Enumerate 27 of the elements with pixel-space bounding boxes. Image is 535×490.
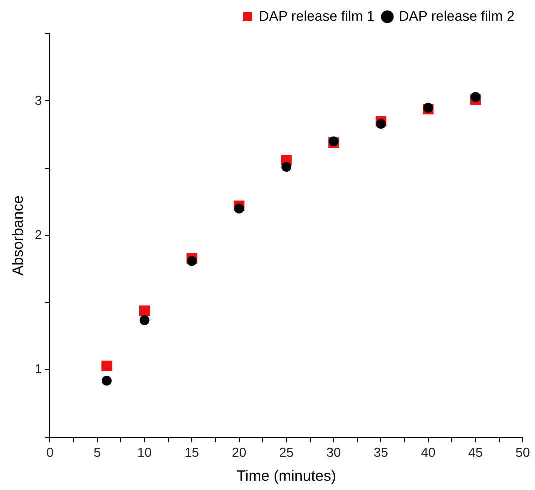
x-tick-label: 35 xyxy=(374,444,388,460)
y-tick-label: 2 xyxy=(34,227,42,242)
point xyxy=(470,92,481,102)
x-tick-label: 40 xyxy=(421,444,436,460)
point xyxy=(187,256,198,266)
x-axis-title: Time (minutes) xyxy=(236,468,336,486)
point xyxy=(376,119,386,130)
legend-label: DAP release film 1 xyxy=(259,8,376,24)
x-tick-label: 15 xyxy=(184,444,200,460)
point xyxy=(282,162,292,172)
point xyxy=(139,306,150,316)
x-tick-label: 45 xyxy=(468,444,483,460)
x-tick-label: 20 xyxy=(232,444,247,460)
x-tick-label: 30 xyxy=(326,444,342,460)
point xyxy=(234,204,244,214)
x-tick-label: 0 xyxy=(46,444,54,460)
point xyxy=(102,360,112,372)
legend-label: DAP release film 2 xyxy=(399,8,515,24)
y-tick-label: 1 xyxy=(34,362,42,377)
point xyxy=(140,315,150,326)
x-tick-label: 5 xyxy=(94,444,102,460)
y-axis-title: Absorbance xyxy=(10,196,28,276)
x-tick-label: 50 xyxy=(516,444,530,460)
x-tick-label: 10 xyxy=(138,444,152,460)
point xyxy=(102,376,112,386)
y-tick-label: 3 xyxy=(34,92,42,108)
x-tick-label: 25 xyxy=(279,444,294,460)
